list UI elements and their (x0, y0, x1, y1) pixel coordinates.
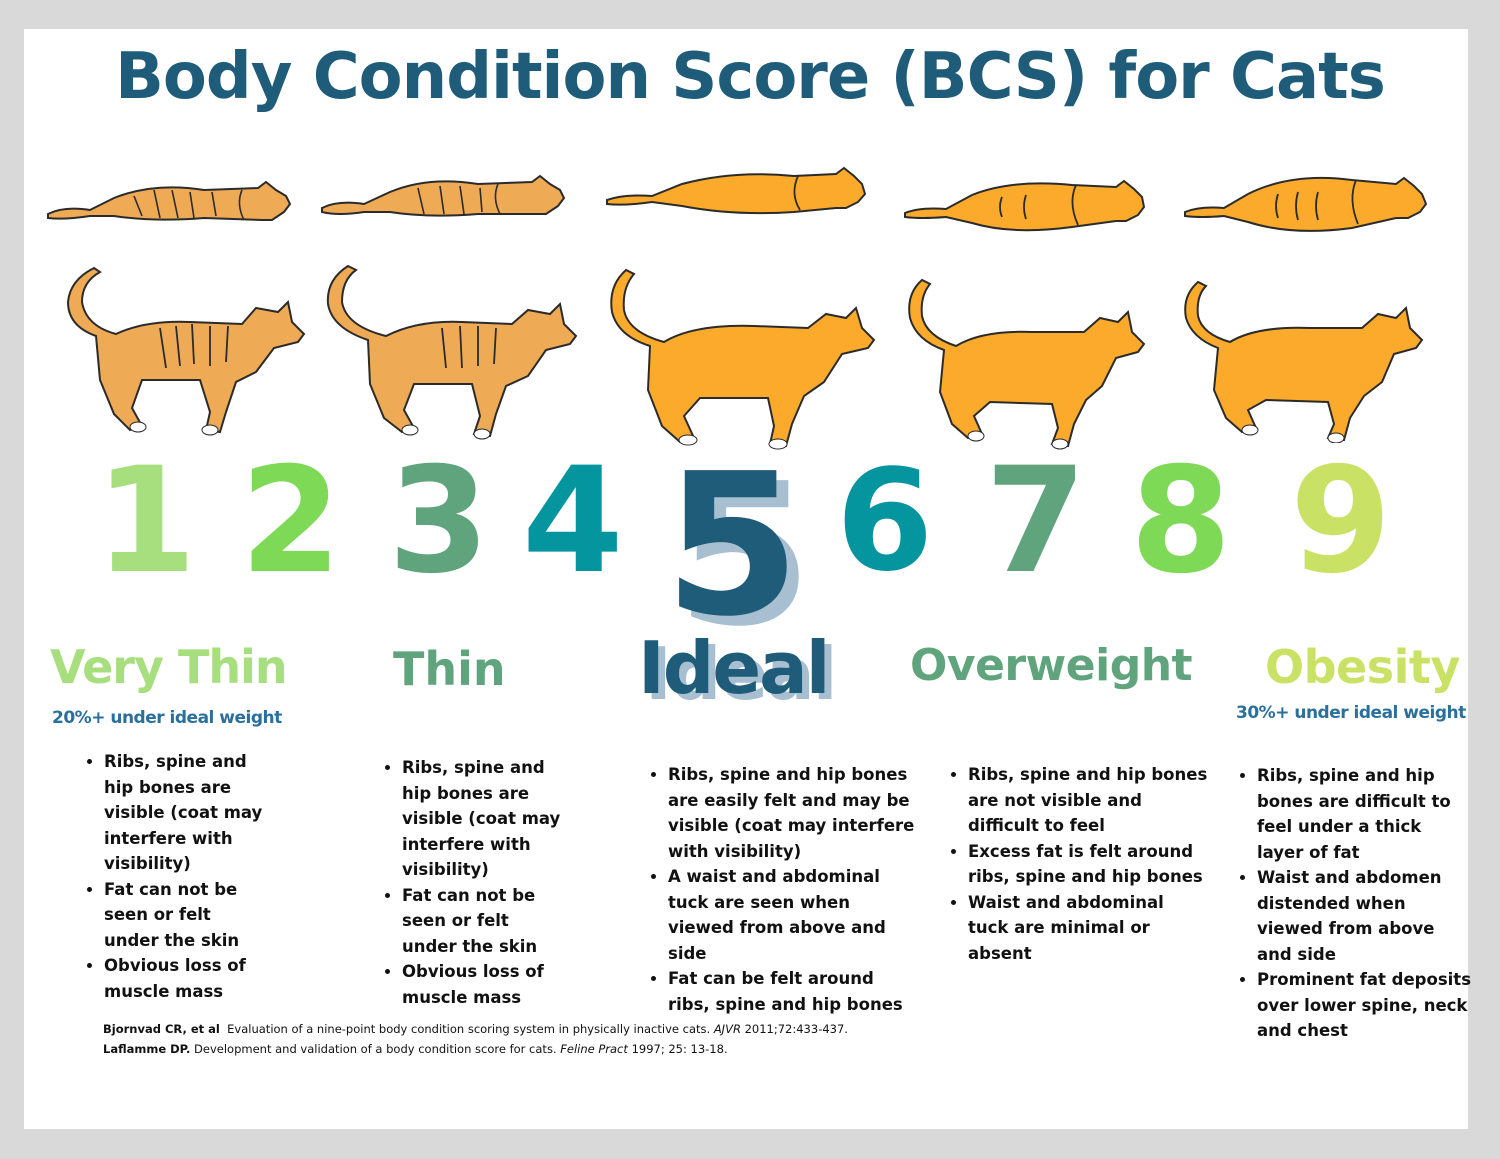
bullets-very-thin: Ribs, spine and hip bones are visible (c… (82, 749, 264, 1004)
cat-top-view-2-icon (321, 174, 566, 217)
bullet-item: Ribs, spine and hip bones are not visibl… (968, 762, 1208, 839)
bullets-overweight: Ribs, spine and hip bones are not visibl… (946, 762, 1208, 966)
reference-1: Bjornvad CR, et al Evaluation of a nine-… (103, 1022, 848, 1036)
cat-side-view-4-icon (908, 278, 1146, 450)
score-1: 1 (95, 436, 197, 606)
bullets-thin: Ribs, spine and hip bones are visible (c… (380, 755, 562, 1010)
label-very-thin: Very Thin (50, 640, 288, 694)
score-9: 9 (1290, 436, 1392, 606)
label-ideal: Ideal (638, 626, 830, 710)
label-overweight: Overweight (910, 640, 1193, 691)
cat-top-view-3-icon (606, 166, 867, 215)
score-8: 8 (1130, 436, 1232, 606)
bullet-item: Ribs, spine and hip bones are easily fel… (668, 762, 920, 864)
label-obesity: Obesity (1265, 640, 1460, 694)
score-5: 5 (664, 432, 801, 660)
cat-side-view-5-icon (1184, 280, 1424, 443)
bullet-item: Prominent fat deposits over lower spine,… (1257, 967, 1472, 1044)
bullets-ideal: Ribs, spine and hip bones are easily fel… (646, 762, 920, 1017)
references: Bjornvad CR, et al Evaluation of a nine-… (103, 1019, 848, 1059)
bullet-item: Obvious loss of muscle mass (104, 953, 264, 1004)
cat-top-view-5-icon (1184, 176, 1428, 232)
cat-top-view-4-icon (904, 179, 1146, 232)
bullet-item: Fat can be felt around ribs, spine and h… (668, 966, 920, 1017)
page-title: Body Condition Score (BCS) for Cats (115, 40, 1386, 114)
label-thin: Thin (393, 642, 506, 696)
score-7: 7 (985, 436, 1087, 606)
score-3: 3 (388, 436, 490, 606)
cat-top-view-1-icon (47, 180, 292, 221)
bullet-item: Fat can not be seen or felt under the sk… (402, 883, 562, 960)
bullet-item: Waist and abdomen distended when viewed … (1257, 865, 1472, 967)
score-2: 2 (240, 436, 342, 606)
bullet-item: Fat can not be seen or felt under the sk… (104, 877, 264, 954)
bullet-item: Waist and abdominal tuck are minimal or … (968, 890, 1208, 967)
reference-2: Laflamme DP. Development and validation … (103, 1042, 728, 1056)
bullet-item: Obvious loss of muscle mass (402, 959, 562, 1010)
bullet-item: Ribs, spine and hip bones are visible (c… (402, 755, 562, 883)
bullet-item: Excess fat is felt around ribs, spine an… (968, 839, 1208, 890)
score-6: 6 (836, 440, 934, 603)
cat-side-view-3-icon (610, 268, 876, 450)
cat-side-view-1-icon (66, 266, 306, 436)
bullet-item: A waist and abdominal tuck are seen when… (668, 864, 920, 966)
cat-side-view-2-icon (326, 264, 578, 440)
bullet-item: Ribs, spine and hip bones are visible (c… (104, 749, 264, 877)
bullets-obesity: Ribs, spine and hip bones are difficult … (1235, 763, 1472, 1044)
subtitle-very-thin: 20%+ under ideal weight (52, 708, 282, 728)
bullet-item: Ribs, spine and hip bones are difficult … (1257, 763, 1472, 865)
subtitle-obesity: 30%+ under ideal weight (1236, 703, 1466, 723)
score-4: 4 (522, 436, 624, 606)
